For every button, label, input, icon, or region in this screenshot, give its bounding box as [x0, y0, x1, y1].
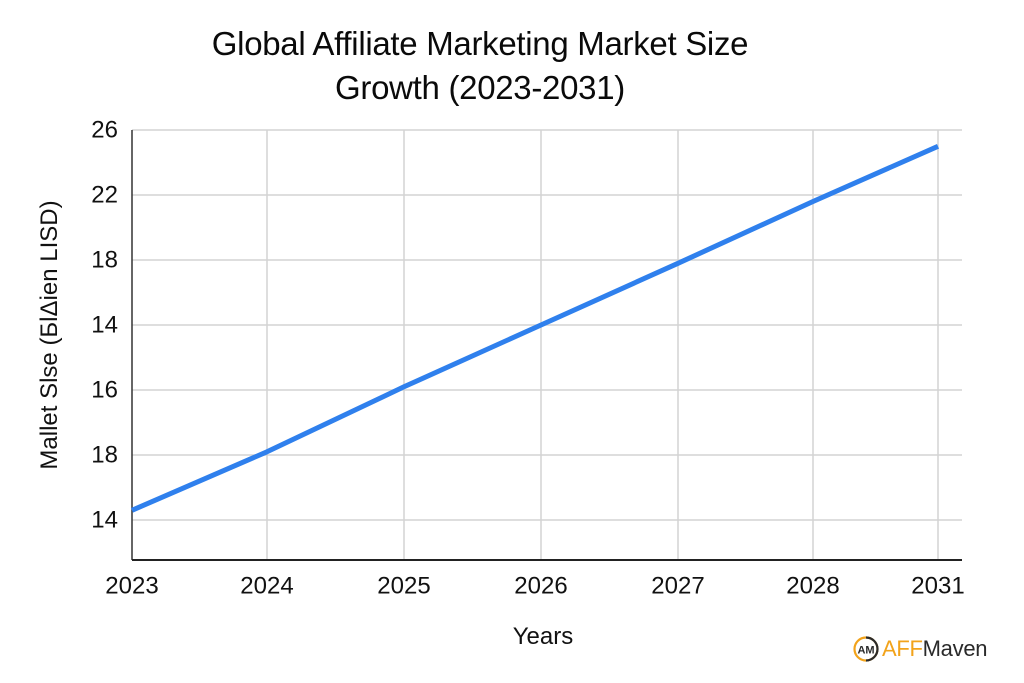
affmaven-logo-icon: AM	[853, 636, 879, 662]
y-tick-label: 18	[91, 441, 118, 468]
x-tick-label: 2023	[105, 572, 158, 599]
brand-name-maven: Maven	[922, 636, 988, 661]
y-tick-label: 22	[91, 181, 118, 208]
y-tick-label: 14	[91, 506, 118, 533]
y-tick-labels: 26 22 18 14 16 18 14	[91, 116, 118, 533]
axes	[131, 130, 962, 561]
y-tick-label: 16	[91, 376, 118, 403]
chart-title: Global Affiliate Marketing Market Size G…	[0, 22, 960, 110]
chart-title-line-1: Global Affiliate Marketing Market Size	[211, 25, 749, 62]
x-tick-label: 2026	[514, 572, 567, 599]
y-tick-label: 26	[91, 116, 118, 143]
gridlines	[132, 129, 962, 560]
svg-text:AM: AM	[857, 645, 874, 657]
x-tick-label: 2028	[786, 572, 839, 599]
x-tick-labels: 2023 2024 2025 2026 2027 2028 2031	[105, 572, 964, 599]
x-tick-label: 2027	[651, 572, 704, 599]
y-tick-label: 18	[91, 246, 118, 273]
chart-title-line-2: Growth (2023-2031)	[335, 69, 625, 106]
x-tick-label: 2024	[240, 572, 293, 599]
affmaven-watermark: AM AFFMaven	[853, 636, 988, 662]
x-axis-label: Years	[512, 623, 574, 650]
brand-name: AFFMaven	[882, 636, 988, 662]
y-tick-label: 14	[91, 311, 118, 338]
x-tick-label: 2025	[377, 572, 430, 599]
y-axis-label: Mallet Slse (БlΔien LISD)	[36, 200, 63, 470]
brand-name-aff: AFF	[882, 636, 923, 661]
x-tick-label: 2031	[911, 572, 964, 599]
market-size-line	[131, 144, 940, 513]
